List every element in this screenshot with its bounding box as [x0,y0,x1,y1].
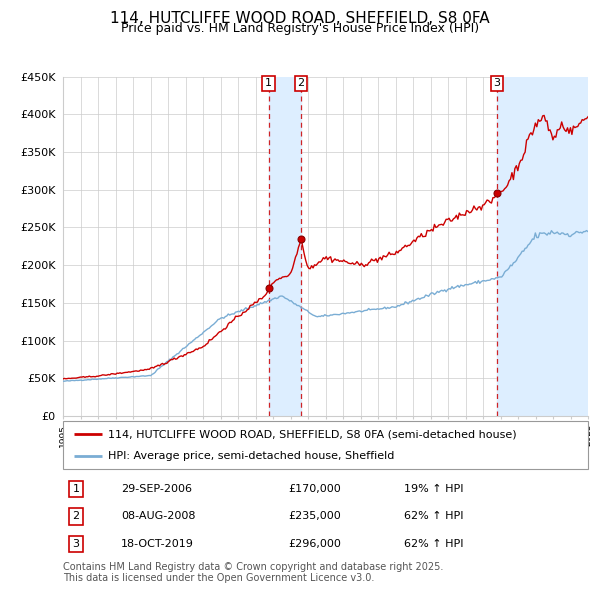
Text: Contains HM Land Registry data © Crown copyright and database right 2025.
This d: Contains HM Land Registry data © Crown c… [63,562,443,584]
Text: £170,000: £170,000 [289,484,341,494]
Text: 29-SEP-2006: 29-SEP-2006 [121,484,192,494]
Bar [497,77,588,416]
Text: HPI: Average price, semi-detached house, Sheffield: HPI: Average price, semi-detached house,… [107,451,394,461]
Text: 19% ↑ HPI: 19% ↑ HPI [404,484,464,494]
Text: 08-AUG-2008: 08-AUG-2008 [121,512,195,522]
Text: 3: 3 [73,539,80,549]
Bar [269,77,301,416]
Text: 114, HUTCLIFFE WOOD ROAD, SHEFFIELD, S8 0FA (semi-detached house): 114, HUTCLIFFE WOOD ROAD, SHEFFIELD, S8 … [107,429,516,439]
Text: 1: 1 [73,484,80,494]
Text: 62% ↑ HPI: 62% ↑ HPI [404,539,464,549]
Text: £235,000: £235,000 [289,512,341,522]
Text: 62% ↑ HPI: 62% ↑ HPI [404,512,464,522]
Text: £296,000: £296,000 [289,539,341,549]
Text: 3: 3 [493,78,500,88]
Text: Price paid vs. HM Land Registry's House Price Index (HPI): Price paid vs. HM Land Registry's House … [121,22,479,35]
Text: 1: 1 [265,78,272,88]
Text: 2: 2 [298,78,305,88]
Text: 114, HUTCLIFFE WOOD ROAD, SHEFFIELD, S8 0FA: 114, HUTCLIFFE WOOD ROAD, SHEFFIELD, S8 … [110,11,490,25]
Text: 18-OCT-2019: 18-OCT-2019 [121,539,194,549]
Text: 2: 2 [73,512,80,522]
